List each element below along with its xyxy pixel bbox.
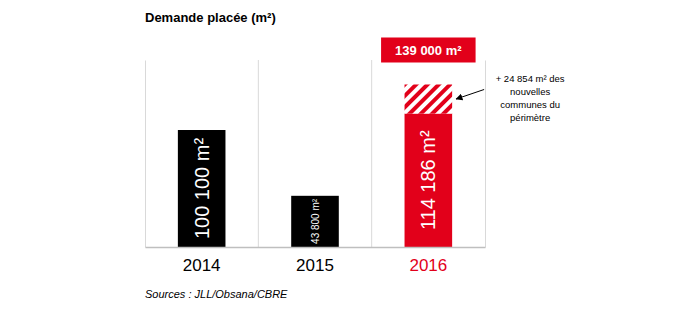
bar bbox=[405, 114, 453, 247]
bar bbox=[178, 130, 226, 247]
data-label: 114 186 m² bbox=[417, 130, 439, 230]
axis-line bbox=[146, 247, 486, 249]
axis-line bbox=[485, 61, 486, 248]
y-axis bbox=[145, 61, 146, 248]
bars bbox=[178, 84, 452, 247]
x-tick-label: 2014 bbox=[183, 256, 221, 275]
axis-line bbox=[145, 61, 146, 248]
bar bbox=[291, 196, 339, 247]
x-tick: 2015 bbox=[296, 256, 334, 275]
bar bbox=[405, 84, 453, 113]
x-tick-label: 2016 bbox=[409, 256, 447, 275]
total-label-text: 139 000 m² bbox=[395, 43, 462, 58]
data-labels: 100 100 m² 43 800 m² 114 186 m² bbox=[191, 130, 440, 244]
y-axis-right bbox=[485, 61, 486, 248]
annotation: + 24 854 m² desnouvellescommunes dupérim… bbox=[496, 73, 565, 122]
chart-title: Demande placée (m²) bbox=[145, 10, 276, 25]
total-label: 139 000 m² bbox=[381, 37, 476, 62]
x-axis: 2014 2015 2016 bbox=[146, 248, 486, 276]
x-tick: 2016 bbox=[409, 256, 447, 275]
x-tick-label: 2015 bbox=[296, 256, 334, 275]
source: Sources : JLL/Obsana/CBRE bbox=[145, 288, 288, 300]
chart: Demande placée (m²) 100 100 m² 43 800 m² 11… bbox=[0, 0, 685, 313]
data-label: 43 800 m² bbox=[310, 198, 321, 244]
category-separator bbox=[258, 60, 259, 247]
annotation-arrow bbox=[456, 89, 484, 99]
category-separator bbox=[371, 60, 372, 247]
x-tick: 2014 bbox=[183, 256, 221, 275]
data-label: 100 100 m² bbox=[191, 138, 213, 240]
total-label-box bbox=[381, 37, 476, 62]
